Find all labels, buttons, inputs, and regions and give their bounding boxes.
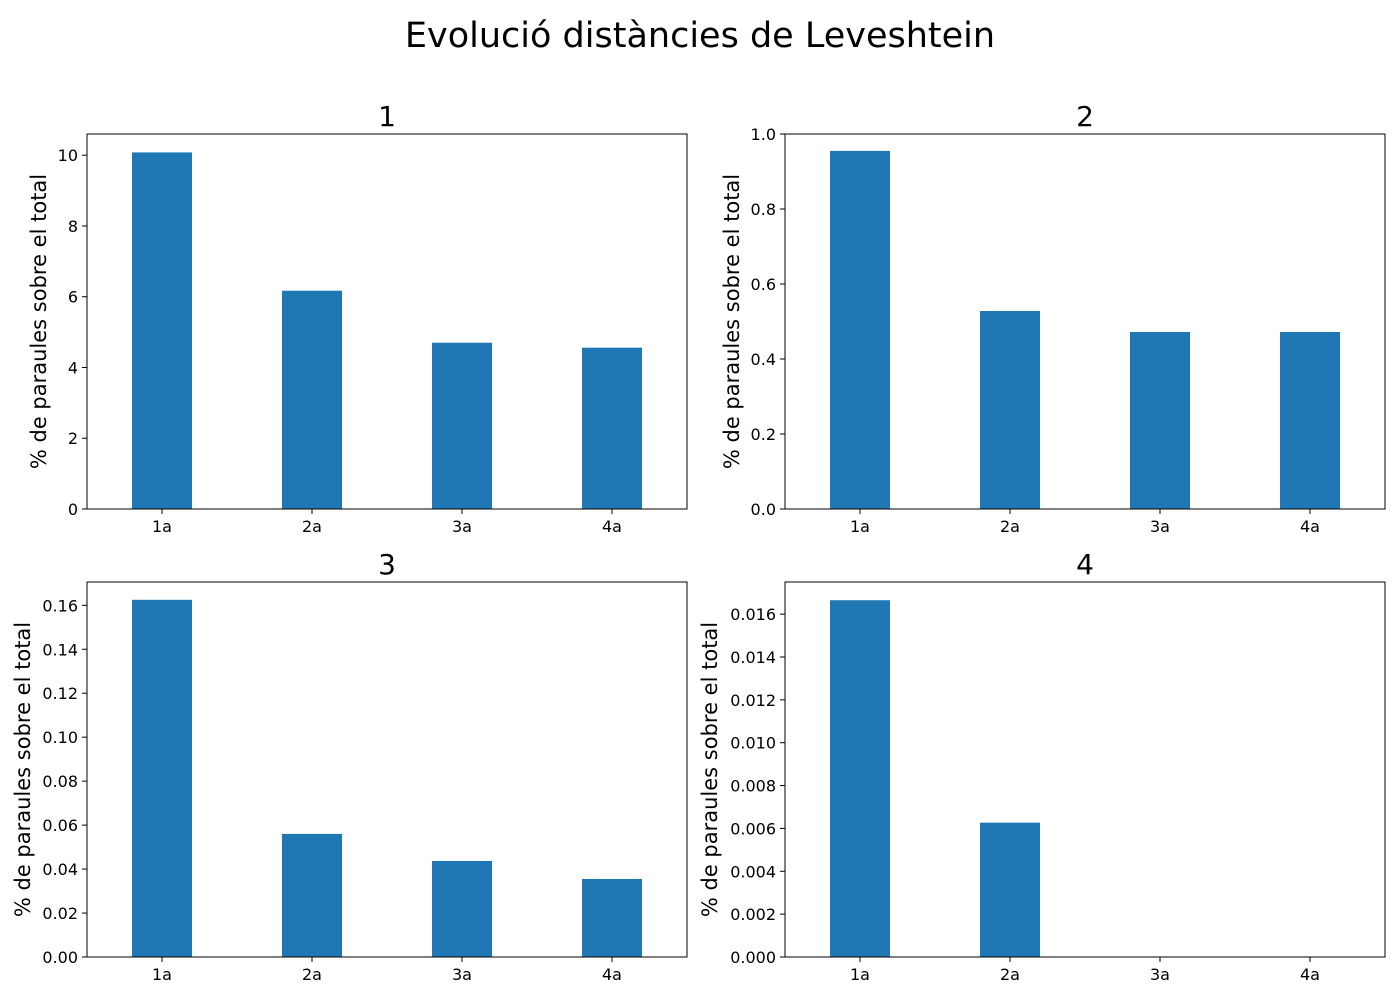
bar-1a [830,150,890,510]
bar-1a [132,599,192,957]
plot-frame [784,133,1386,510]
x-tick-label: 3a [1150,517,1170,536]
x-tick-label: 4a [602,517,622,536]
y-tick-label: 1.0 [751,125,776,144]
y-tick-label: 0.004 [730,862,776,881]
x-tick-label: 2a [1000,517,1020,536]
y-tick-label: 0.4 [751,350,776,369]
subplot-title: 1 [378,100,396,133]
x-tick-label: 1a [152,517,172,536]
bar-4a [1280,332,1340,509]
y-tick-label: 0.14 [42,640,78,659]
y-tick-label: 0.008 [730,777,776,796]
y-tick-label: 0.002 [730,905,776,924]
x-tick-label: 1a [152,965,172,984]
bar-3a [432,342,492,509]
y-axis-label: % de paraules sobre el total [720,174,744,469]
x-tick-label: 1a [850,517,870,536]
y-tick-label: 0.10 [42,728,78,747]
subplot-1: 1 1a 2a 3a 4a 0 2 4 6 8 10 % de paraules sobre el t… [27,100,688,536]
bar-3a [1130,332,1190,509]
bar-3a [432,860,492,957]
y-tick-label: 0 [68,500,78,519]
plot-frame [86,133,688,510]
y-tick-label: 0.0 [751,500,776,519]
y-tick-label: 0.04 [42,860,78,879]
y-tick-label: 0.00 [42,948,78,967]
x-tick-label: 2a [302,965,322,984]
y-tick-label: 0.016 [730,605,776,624]
bar-1a [830,600,890,957]
y-tick-label: 0.08 [42,772,78,791]
bar-4a [582,878,642,957]
x-tick-label: 3a [1150,965,1170,984]
y-tick-label: 0.6 [751,275,776,294]
y-axis-label: % de paraules sobre el total [27,174,51,469]
x-tick-label: 1a [850,965,870,984]
y-tick-label: 0.06 [42,816,78,835]
x-tick-label: 3a [452,965,472,984]
y-tick-label: 0.006 [730,819,776,838]
y-tick-label: 0.014 [730,648,776,667]
bar-2a [980,311,1040,509]
y-tick-label: 0.16 [42,596,78,615]
y-tick-label: 8 [68,217,78,236]
x-tick-label: 3a [452,517,472,536]
y-tick-label: 0.12 [42,684,78,703]
subplot-title: 3 [378,548,396,581]
y-tick-label: 0.8 [751,200,776,219]
subplot-title: 2 [1076,100,1094,133]
figure-title: Evolució distàncies de Leveshtein [405,16,995,56]
y-tick-label: 0.012 [730,691,776,710]
y-tick-label: 6 [68,288,78,307]
plot-frame [784,581,1386,958]
y-tick-label: 2 [68,429,78,448]
bar-2a [980,822,1040,957]
x-tick-label: 4a [602,965,622,984]
y-tick-label: 0.2 [751,425,776,444]
subplot-3: 3 1a 2a 3a 4a 0.00 0.02 0.04 0.06 0.08 0.10 0.12 0.1… [11,548,688,984]
y-axis-label: % de paraules sobre el total [698,622,722,917]
subplot-title: 4 [1076,548,1094,581]
plot-frame [86,581,688,958]
y-axis-label: % de paraules sobre el total [11,622,35,917]
x-tick-label: 4a [1300,517,1320,536]
y-tick-label: 0.000 [730,948,776,967]
subplot-2: 2 1a 2a 3a 4a 0.0 0.2 0.4 0.6 0.8 1.0 % de paraules… [720,100,1386,536]
y-tick-label: 0.010 [730,734,776,753]
x-tick-label: 4a [1300,965,1320,984]
y-tick-label: 0.02 [42,904,78,923]
x-tick-label: 2a [302,517,322,536]
y-tick-label: 4 [68,358,78,377]
bar-2a [282,833,342,957]
x-tick-label: 2a [1000,965,1020,984]
bar-2a [282,290,342,509]
bar-4a [582,347,642,509]
y-tick-label: 10 [58,146,78,165]
bar-1a [132,152,192,509]
subplot-4: 4 1a 2a 3a 4a 0.000 0.002 0.004 0.006 0.008 0.010 0… [698,548,1386,984]
subplots-grid: 1 1a 2a 3a 4a 0 2 4 6 8 10 % de paraules sobre el t… [11,100,1386,984]
